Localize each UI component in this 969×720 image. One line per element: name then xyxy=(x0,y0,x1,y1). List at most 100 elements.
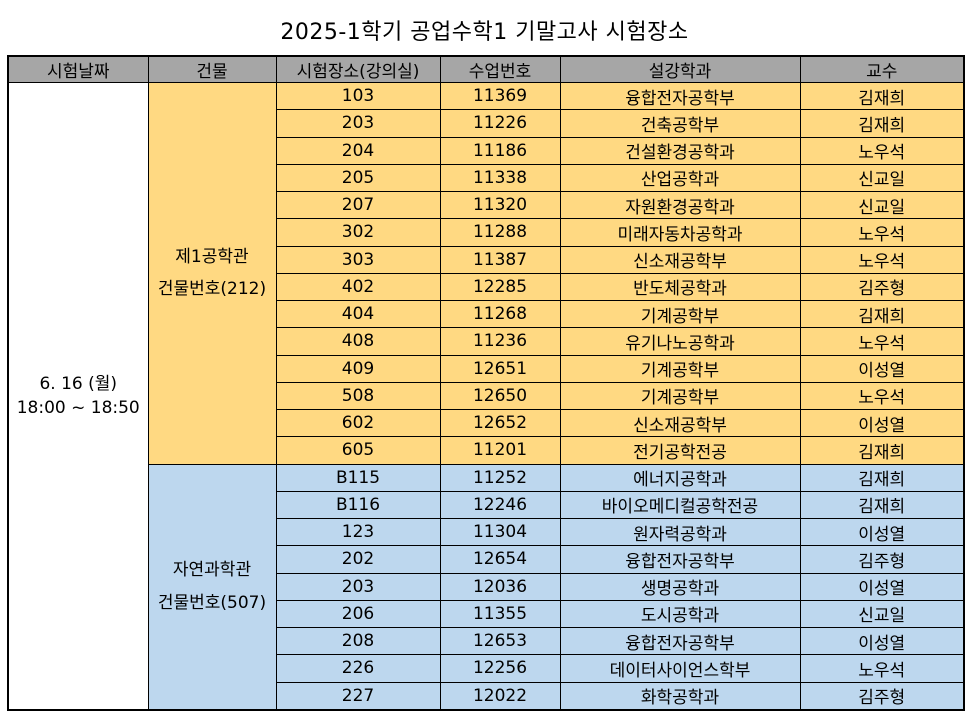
department-cell: 반도체공학과 xyxy=(559,272,801,302)
room-cell: 202 xyxy=(275,545,441,574)
professor-cell: 노우석 xyxy=(799,136,965,165)
room-cell: 302 xyxy=(275,218,441,247)
department-cell: 도시공학과 xyxy=(559,599,801,629)
exam-location-table: 시험날짜 건물 시험장소(강의실) 수업번호 설강학과 교수 6. 16 (월)… xyxy=(7,55,965,711)
professor-cell: 이성열 xyxy=(799,408,965,438)
room-cell: B116 xyxy=(275,490,441,520)
course-number-cell: 11252 xyxy=(439,463,561,492)
table-row: 203 11226 건축공학부 김재희 xyxy=(8,109,965,138)
course-number-cell: 12653 xyxy=(439,626,561,656)
course-number-cell: 11304 xyxy=(439,517,561,547)
professor-cell: 이성열 xyxy=(799,354,965,383)
building-name: 자연과학관 xyxy=(172,560,252,581)
room-cell: 208 xyxy=(275,626,441,656)
course-number-cell: 11268 xyxy=(439,299,561,329)
department-cell: 미래자동차공학과 xyxy=(559,218,801,247)
course-number-cell: 12654 xyxy=(439,545,561,574)
professor-cell: 노우석 xyxy=(799,381,965,411)
department-cell: 융합전자공학부 xyxy=(559,545,801,574)
professor-cell: 김재희 xyxy=(799,436,965,465)
room-cell: 203 xyxy=(275,109,441,138)
department-cell: 유기나노공학과 xyxy=(559,327,801,356)
page-title: 2025-1학기 공업수학1 기말고사 시험장소 xyxy=(280,20,689,45)
table-row: 404 11268 기계공학부 김재희 xyxy=(8,299,965,329)
room-cell: 402 xyxy=(275,272,441,302)
header-building: 건물 xyxy=(147,55,277,83)
professor-cell: 김재희 xyxy=(799,463,965,492)
course-number-cell: 12651 xyxy=(439,354,561,383)
professor-cell: 이성열 xyxy=(799,626,965,656)
room-cell: 103 xyxy=(275,81,441,111)
room-cell: 404 xyxy=(275,299,441,329)
department-cell: 기계공학부 xyxy=(559,354,801,383)
header-exam-room: 시험장소(강의실) xyxy=(275,55,441,83)
professor-cell: 김재희 xyxy=(799,299,965,329)
room-cell: 205 xyxy=(275,163,441,193)
professor-cell: 노우석 xyxy=(799,327,965,356)
room-cell: 203 xyxy=(275,572,441,601)
department-cell: 자원환경공학과 xyxy=(559,190,801,220)
department-cell: 건축공학부 xyxy=(559,109,801,138)
header-professor: 교수 xyxy=(799,55,965,83)
professor-cell: 노우석 xyxy=(799,245,965,274)
table-row: 203 12036 생명공학과 이성열 xyxy=(8,572,965,601)
course-number-cell: 12652 xyxy=(439,408,561,438)
professor-cell: 김주형 xyxy=(799,681,965,711)
professor-cell: 이성열 xyxy=(799,517,965,547)
table-row: 204 11186 건설환경공학과 노우석 xyxy=(8,136,965,165)
department-cell: 기계공학부 xyxy=(559,381,801,411)
room-cell: 408 xyxy=(275,327,441,356)
header-exam-date: 시험날짜 xyxy=(7,55,149,83)
professor-cell: 김재희 xyxy=(799,81,965,111)
course-number-cell: 11320 xyxy=(439,190,561,220)
department-cell: 바이오메디컬공학전공 xyxy=(559,490,801,520)
table-row: 202 12654 융합전자공학부 김주형 xyxy=(8,545,965,574)
department-cell: 융합전자공학부 xyxy=(559,626,801,656)
course-number-cell: 11387 xyxy=(439,245,561,274)
course-number-cell: 12022 xyxy=(439,681,561,711)
exam-date: 6. 16 (월) xyxy=(39,374,118,394)
room-cell: 123 xyxy=(275,517,441,547)
table-row: 6. 16 (월) 18:00 ~ 18:50 제1공학관 건물번호(212) 103 1… xyxy=(7,81,965,711)
course-number-cell: 11288 xyxy=(439,218,561,247)
room-cell: 226 xyxy=(275,654,441,683)
table-row: 605 11201 전기공학전공 김재희 xyxy=(8,436,965,465)
table-row: 302 11288 미래자동차공학과 노우석 xyxy=(8,218,965,247)
department-cell: 전기공학전공 xyxy=(559,436,801,465)
header-department: 설강학과 xyxy=(559,55,801,83)
building-number: 건물번호(507) xyxy=(157,592,267,613)
course-number-cell: 11369 xyxy=(439,81,561,111)
room-cell: 303 xyxy=(275,245,441,274)
department-cell: 건설환경공학과 xyxy=(559,136,801,165)
department-cell: 기계공학부 xyxy=(559,299,801,329)
table-row: 227 12022 화학공학과 김주형 xyxy=(8,681,965,711)
professor-cell: 신교일 xyxy=(799,599,965,629)
room-cell: 508 xyxy=(275,381,441,411)
table-row: 303 11387 신소재공학부 노우석 xyxy=(8,245,965,274)
table-header-row: 시험날짜 건물 시험장소(강의실) 수업번호 설강학과 교수 xyxy=(7,55,965,83)
professor-cell: 김주형 xyxy=(799,272,965,302)
professor-cell: 이성열 xyxy=(799,572,965,601)
course-number-cell: 12036 xyxy=(439,572,561,601)
room-cell: B115 xyxy=(275,463,441,492)
course-number-cell: 11201 xyxy=(439,436,561,465)
table-row: 602 12652 신소재공학부 이성열 xyxy=(8,408,965,438)
table-row: 205 11338 산업공학과 신교일 xyxy=(8,163,965,193)
department-cell: 신소재공학부 xyxy=(559,408,801,438)
header-course-number: 수업번호 xyxy=(439,55,561,83)
building-number: 건물번호(212) xyxy=(157,279,267,300)
table-row: 226 12256 데이터사이언스학부 노우석 xyxy=(8,654,965,683)
department-cell: 데이터사이언스학부 xyxy=(559,654,801,683)
department-cell: 화학공학과 xyxy=(559,681,801,711)
table-row: 402 12285 반도체공학과 김주형 xyxy=(8,272,965,302)
course-number-cell: 11236 xyxy=(439,327,561,356)
course-number-cell: 12650 xyxy=(439,381,561,411)
room-cell: 227 xyxy=(275,681,441,711)
department-cell: 에너지공학과 xyxy=(559,463,801,492)
department-cell: 융합전자공학부 xyxy=(559,81,801,111)
department-cell: 산업공학과 xyxy=(559,163,801,193)
department-cell: 원자력공학과 xyxy=(559,517,801,547)
professor-cell: 김재희 xyxy=(799,490,965,520)
exam-time: 18:00 ~ 18:50 xyxy=(16,398,140,418)
